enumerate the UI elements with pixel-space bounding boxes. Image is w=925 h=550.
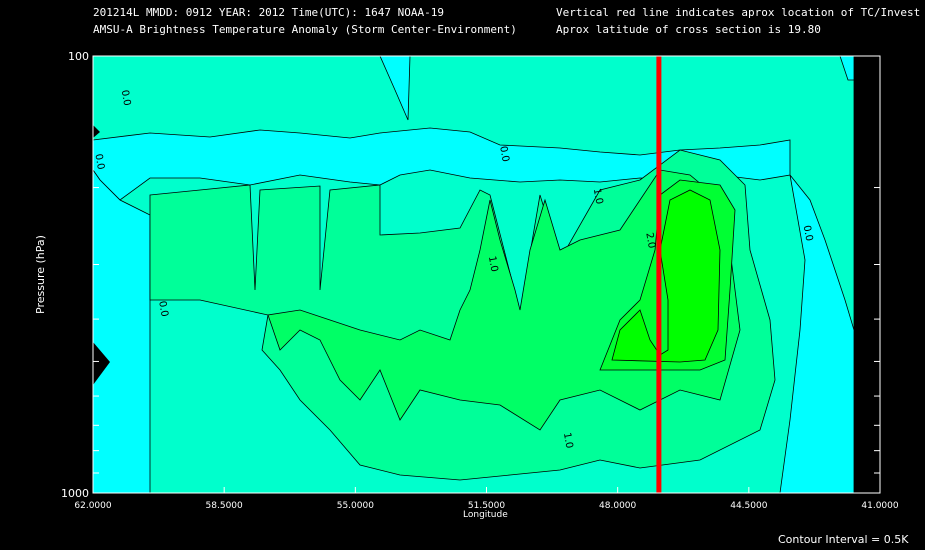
x-tick-label: 51.5000	[468, 501, 505, 511]
x-tick-label: 41.0000	[861, 501, 898, 511]
contour-label: 1.0	[561, 432, 575, 450]
contour-label: 0.0	[801, 224, 815, 242]
contour-label: 0.0	[92, 153, 106, 171]
x-tick-label: 58.5000	[206, 501, 243, 511]
plot-area	[92, 55, 880, 494]
contour-label: 1.0	[591, 188, 605, 206]
contour-interval: Contour Interval = 0.5K	[778, 533, 909, 546]
contour-label: 0.0	[119, 89, 133, 107]
header-line-2: AMSU-A Brightness Temperature Anomaly (S…	[93, 23, 517, 36]
x-tick-label: 62.0000	[74, 501, 111, 511]
missing-data-strip	[854, 56, 880, 493]
y-tick-label: 100	[68, 50, 89, 63]
x-tick-label: 44.5000	[730, 501, 767, 511]
band-2-0	[611, 189, 721, 363]
edge-notch-upper	[93, 125, 100, 138]
contour-labels: 0.0 0.0 0.0 0.0 1.0 1.0 2.0 0.0 1.0	[92, 89, 814, 449]
axes: 62.0000 58.5000 55.0000 51.5000 48.0000 44.50…	[34, 50, 899, 511]
x-tick-label: 48.0000	[599, 501, 636, 511]
ylabel: Pressure (hPa)	[34, 235, 47, 314]
x-tick-label: 55.0000	[337, 501, 374, 511]
contour-label: 0.0	[156, 300, 170, 318]
header-line-1: 201214L MMDD: 0912 YEAR: 2012 Time(UTC):…	[93, 6, 444, 19]
contour-label: 1.0	[486, 255, 500, 273]
band-cyan-left	[92, 168, 151, 494]
contour-label: 0.0	[497, 145, 511, 163]
header-line-4: Aprox latitude of cross section is 19.80	[556, 23, 821, 36]
y-tick-label: 1000	[61, 487, 89, 500]
band-cyan-upper	[92, 127, 791, 201]
header-line-3: Vertical red line indicates aprox locati…	[556, 6, 921, 19]
xlabel: Longitude	[463, 510, 508, 520]
contour-label: 2.0	[643, 232, 657, 250]
edge-notch-lower	[93, 342, 110, 385]
